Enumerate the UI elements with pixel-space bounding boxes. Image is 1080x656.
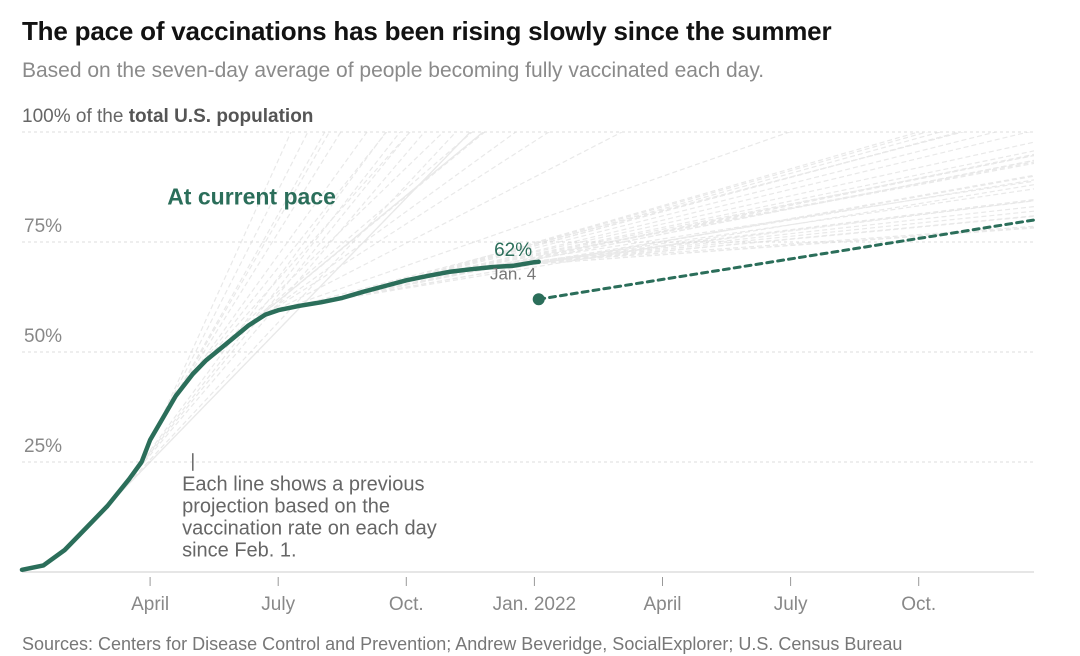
population-bold: total U.S. population (128, 106, 314, 127)
projection-line (194, 132, 445, 372)
chart-title: The pace of vaccinations has been rising… (22, 16, 832, 46)
projection-line (425, 161, 1034, 277)
projection-line (295, 175, 1034, 308)
x-tick-label: Oct. (901, 594, 936, 615)
x-tick-label: April (131, 594, 169, 615)
x-tick-label: Jan. 2022 (493, 594, 576, 615)
x-tick-label: July (774, 594, 808, 615)
projection-line (133, 132, 309, 473)
projection-note-line: vaccination rate on each day (182, 518, 437, 540)
projection-line (479, 215, 1034, 269)
projection-note-line: projection based on the (182, 496, 390, 518)
projection-line (87, 132, 472, 527)
projection-line (248, 132, 551, 326)
projection-line (348, 132, 921, 297)
projection-line (525, 200, 1034, 265)
y-tick-label: 75% (24, 216, 62, 237)
x-axis: April July Oct. Jan. 2022 April July Oct. (22, 571, 1034, 615)
projection-line (64, 132, 472, 551)
projection-line (102, 132, 426, 511)
actual-vaccination-line (19, 259, 541, 573)
projection-line (264, 132, 792, 316)
sources-footnote: Sources: Centers for Disease Control and… (22, 634, 903, 654)
y-axis-labels: 25% 50% 75% (24, 216, 62, 457)
projection-note-line: Each line shows a previous (182, 474, 424, 496)
latest-point-marker (532, 293, 545, 306)
y-tick-label: 50% (24, 326, 62, 347)
projection-line (387, 132, 963, 286)
projection-line (241, 132, 517, 332)
chart-subtitle: Based on the seven-day average of people… (22, 59, 765, 82)
latest-value-label: 62% (494, 240, 532, 261)
projection-current-pace-line (537, 218, 1036, 301)
population-prefix: 100% of the (22, 106, 124, 127)
projection-line (256, 132, 624, 321)
projection-line (164, 132, 342, 416)
projection-line (402, 141, 1034, 282)
projection-line (472, 210, 1034, 270)
projection-line (310, 174, 1034, 305)
projection-note-line: since Feb. 1. (182, 540, 297, 562)
projection-line (141, 132, 292, 463)
projection-line (179, 132, 388, 391)
projection-line (79, 132, 472, 535)
latest-date-label: Jan. 4 (490, 264, 536, 283)
projection-line (202, 132, 474, 364)
projection-line (225, 132, 485, 345)
projection-line (156, 132, 331, 429)
projection-line (233, 132, 486, 339)
annotations: At current pace 62% Jan. 4 Each line sho… (167, 184, 536, 562)
x-tick-label: Oct. (389, 594, 424, 615)
x-tick-label: April (643, 594, 681, 615)
projection-line (71, 132, 472, 543)
projection-line (356, 132, 943, 295)
gridlines (22, 131, 1034, 463)
projection-line (187, 132, 411, 381)
population-label: 100% of the total U.S. population (22, 106, 313, 128)
projection-line (318, 159, 1034, 304)
projection-lines (64, 132, 1034, 551)
data-series (19, 218, 1036, 573)
projection-line (302, 184, 1034, 306)
projection-line (433, 162, 1034, 276)
projection-line (510, 188, 1034, 267)
x-tick-label: July (261, 594, 295, 615)
projection-line (441, 180, 1034, 274)
projection-line (410, 150, 1034, 280)
projection-note: Each line shows a previous projection bas… (182, 474, 437, 562)
projection-line (518, 179, 1034, 266)
projection-line (148, 132, 326, 443)
y-tick-label: 25% (24, 436, 62, 457)
projection-line (272, 132, 966, 313)
projection-line (395, 132, 998, 284)
at-current-pace-label: At current pace (167, 184, 336, 210)
projection-line (418, 155, 1034, 279)
